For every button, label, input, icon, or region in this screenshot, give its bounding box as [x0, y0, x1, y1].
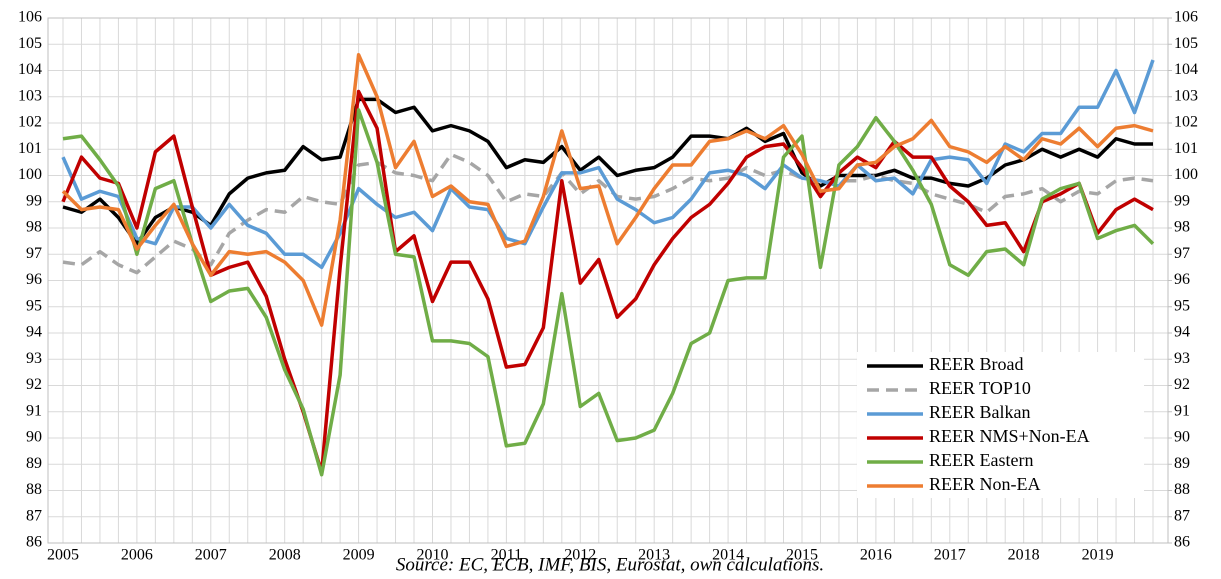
x-tick-label: 2006 [121, 547, 153, 564]
legend-label: REER Eastern [929, 450, 1033, 470]
y2-tick-label: 87 [1174, 507, 1190, 524]
x-tick-label: 2010 [416, 547, 448, 564]
legend-label: REER Broad [929, 354, 1024, 374]
x-tick-label: 2007 [195, 547, 227, 564]
x-tick-label: 2018 [1008, 547, 1040, 564]
x-tick-label: 2019 [1082, 547, 1114, 564]
y-tick-label: 105 [18, 35, 42, 52]
y-tick-label: 92 [26, 376, 42, 393]
y2-tick-label: 95 [1174, 297, 1190, 314]
y2-tick-label: 91 [1174, 402, 1190, 419]
y2-tick-label: 104 [1174, 61, 1198, 78]
y-tick-label: 95 [26, 297, 42, 314]
y-tick-label: 91 [26, 402, 42, 419]
legend-box [857, 352, 1144, 498]
x-tick-label: 2005 [47, 547, 79, 564]
series-line [61, 89, 1154, 474]
y2-tick-label: 94 [1174, 324, 1190, 341]
y2-tick-label: 99 [1174, 192, 1190, 209]
y-tick-label: 103 [18, 87, 42, 104]
y-tick-label: 86 [26, 534, 42, 551]
plot-frame [47, 17, 1169, 544]
y2-tick-label: 103 [1174, 87, 1198, 104]
y2-tick-label: 90 [1174, 429, 1190, 446]
series-line [62, 97, 1153, 246]
y2-tick-label: 101 [1174, 140, 1198, 157]
series-line [61, 59, 1155, 270]
y2-tick-label: 93 [1174, 350, 1190, 367]
y-tick-label: 87 [26, 507, 42, 524]
y-tick-label: 102 [18, 114, 42, 131]
y-tick-label: 97 [26, 245, 42, 262]
y2-tick-label: 96 [1174, 271, 1190, 288]
x-tick-label: 2008 [269, 547, 301, 564]
y-tick-label: 94 [26, 324, 42, 341]
x-tick-label: 2009 [343, 547, 375, 564]
y-tick-label: 99 [26, 192, 42, 209]
y-tick-label: 104 [18, 61, 42, 78]
legend-label: REER NMS+Non-EA [929, 426, 1090, 446]
y-tick-label: 98 [26, 219, 42, 236]
y2-tick-label: 97 [1174, 245, 1190, 262]
y2-tick-label: 86 [1174, 534, 1190, 551]
y-tick-label: 89 [26, 455, 42, 472]
y2-tick-label: 92 [1174, 376, 1190, 393]
x-tick-label: 2013 [638, 547, 670, 564]
y-tick-label: 96 [26, 271, 42, 288]
series-line [62, 108, 1155, 477]
y-tick-label: 93 [26, 350, 42, 367]
y2-tick-label: 105 [1174, 35, 1198, 52]
x-tick-label: 2014 [712, 547, 744, 564]
y2-tick-label: 102 [1174, 114, 1198, 131]
x-tick-label: 2015 [786, 547, 818, 564]
y2-tick-label: 89 [1174, 455, 1190, 472]
source-note: Source: EC, ECB, IMF, BIS, Eurostat, own… [396, 554, 824, 575]
y-tick-label: 88 [26, 481, 42, 498]
x-tick-label: 2017 [934, 547, 966, 564]
y2-tick-label: 100 [1174, 166, 1198, 183]
x-tick-label: 2016 [860, 547, 892, 564]
series-line [61, 53, 1154, 327]
legend-label: REER Non-EA [929, 474, 1041, 494]
y2-tick-label: 88 [1174, 481, 1190, 498]
legend-label: REER TOP10 [929, 378, 1031, 398]
y-tick-label: 100 [18, 166, 42, 183]
y2-tick-label: 98 [1174, 219, 1190, 236]
legend-label: REER Balkan [929, 402, 1031, 422]
y-tick-label: 90 [26, 429, 42, 446]
x-tick-label: 2012 [564, 547, 596, 564]
y-tick-label: 101 [18, 140, 42, 157]
x-tick-label: 2011 [491, 547, 522, 564]
y-tick-label: 106 [18, 9, 42, 26]
y2-tick-label: 106 [1174, 9, 1198, 26]
